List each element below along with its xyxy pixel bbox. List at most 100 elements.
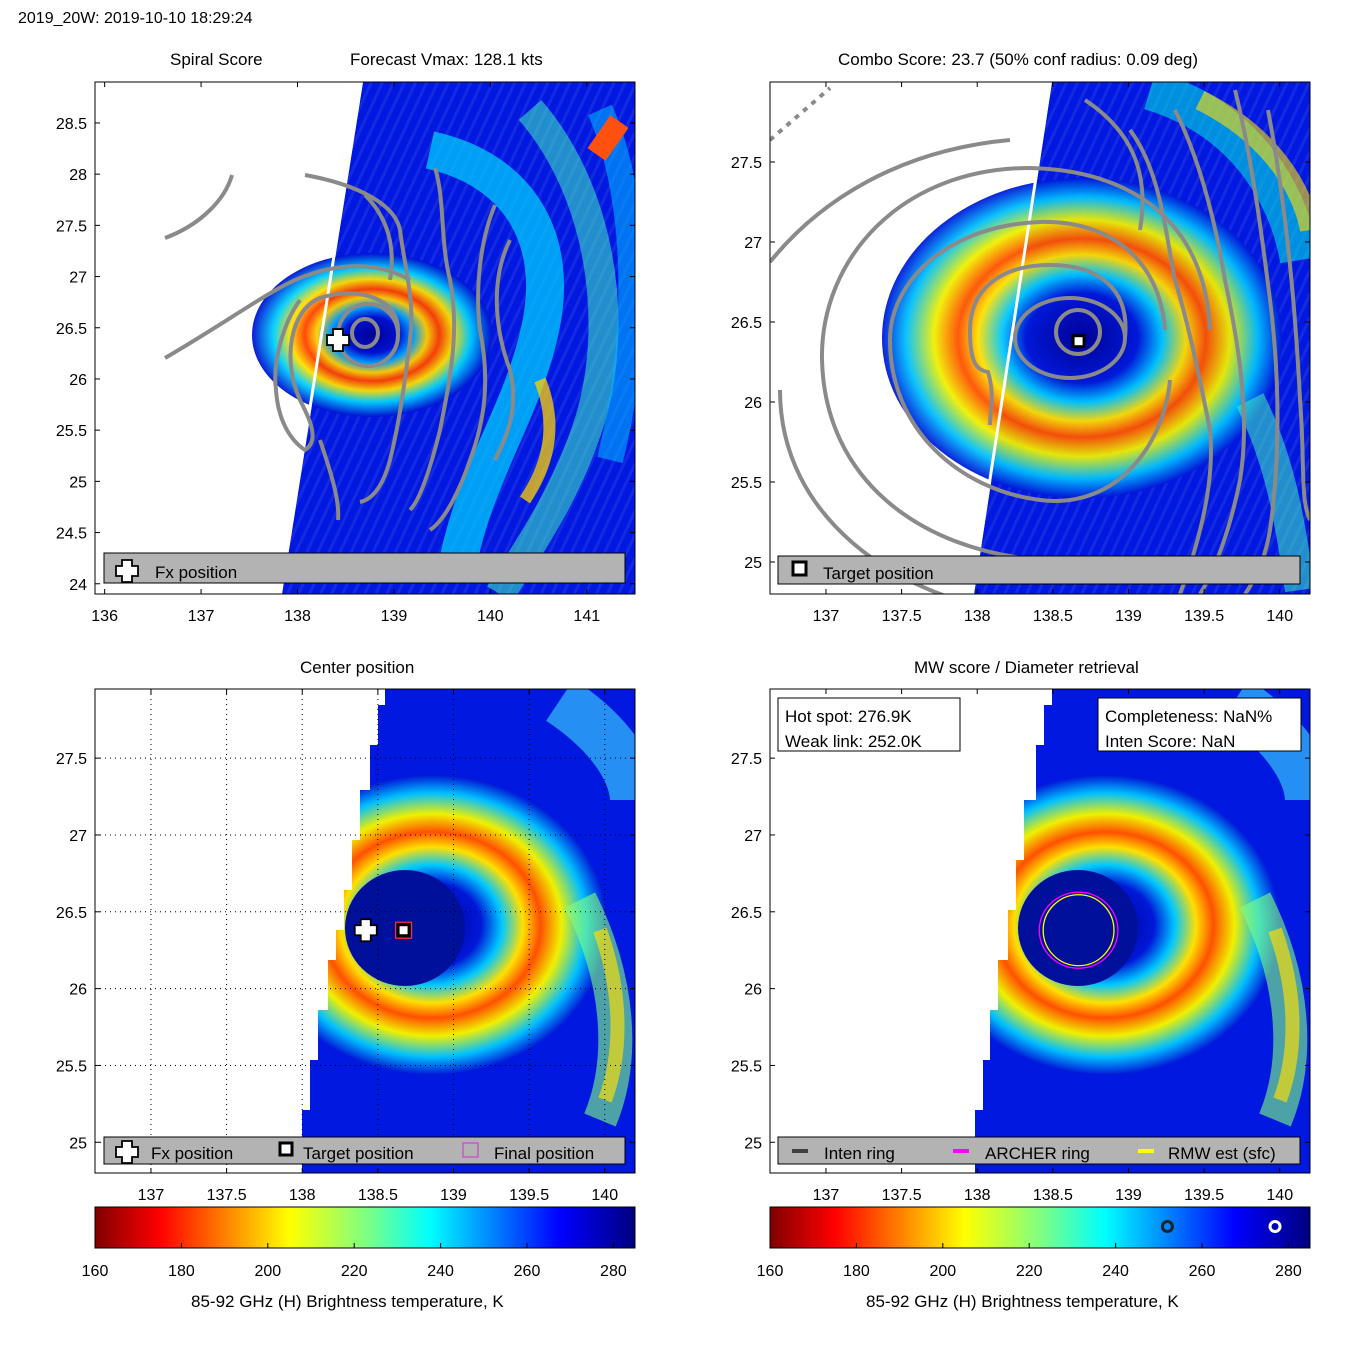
mw-panel: 137 137.5 138 138.5 139 139.5 140 25 25.5 26 26.5 2…	[731, 688, 1311, 1204]
y-tick-label: 27.5	[731, 155, 762, 172]
target-position-marker	[1071, 334, 1086, 349]
center-axes-ticks: 137 137.5 138 138.5 139 139.5 140 25 25.5 26 26.5 2…	[56, 689, 635, 1204]
mw-info-right: Completeness: NaN% Inten Score: NaN	[1097, 697, 1302, 752]
mw-heatmap	[770, 689, 1310, 1173]
final-position-marker	[394, 921, 413, 939]
combo-markers	[1071, 334, 1086, 349]
x-tick-label: 137.5	[882, 608, 922, 625]
mw-axes-ticks: 137 137.5 138 138.5 139 139.5 140 25 25.5 26 26.5 2…	[731, 689, 1310, 1204]
center-legend: Fx position Target position Final positi…	[103, 1136, 626, 1165]
y-tick-label: 27	[69, 828, 87, 845]
y-tick-label: 28.5	[56, 116, 87, 133]
mw-info-left: Hot spot: 276.9K Weak link: 252.0K	[777, 697, 961, 752]
center-legend-label-fx: Fx position	[151, 1144, 233, 1163]
x-tick-label: 141	[573, 608, 600, 625]
y-tick-label: 26	[69, 372, 87, 389]
colorbar-tick-label: 220	[1016, 1263, 1043, 1280]
x-tick-label: 138.5	[358, 1187, 398, 1204]
y-tick-label: 27.5	[56, 751, 87, 768]
spiral-legend-box	[103, 552, 626, 584]
x-tick-label: 137.5	[882, 1187, 922, 1204]
mw-legend-label-inten: Inten ring	[824, 1144, 895, 1163]
y-tick-label: 26.5	[731, 905, 762, 922]
x-tick-label: 138	[964, 1187, 991, 1204]
center-legend-final-icon	[462, 1142, 479, 1158]
center-legend-label-final: Final position	[494, 1144, 594, 1163]
colorbar-tick-label: 240	[427, 1263, 454, 1280]
combo-panel-title: Combo Score: 23.7 (50% conf radius: 0.09…	[838, 50, 1199, 69]
x-tick-label: 137	[813, 608, 840, 625]
target-position-marker	[396, 923, 411, 938]
x-tick-label: 138.5	[1033, 1187, 1073, 1204]
x-tick-label: 138	[289, 1187, 316, 1204]
center-legend-box	[103, 1136, 626, 1165]
colorbar-tick-label: 280	[1275, 1263, 1302, 1280]
spiral-markers	[326, 328, 350, 352]
colorbar-right-gradient	[769, 1206, 1311, 1249]
colorbar-left: 160 180 200 220 240 260 280	[82, 1206, 636, 1280]
fx-position-marker	[326, 328, 350, 352]
spiral-legend-label: Fx position	[155, 563, 237, 582]
x-tick-label: 137	[188, 608, 215, 625]
mw-rings	[1038, 891, 1119, 969]
y-tick-label: 25	[69, 1135, 87, 1152]
x-tick-label: 140	[1266, 608, 1293, 625]
combo-legend-square-icon	[791, 560, 808, 577]
inten-score-text: Inten Score: NaN	[1105, 732, 1235, 751]
x-tick-label: 139	[1115, 608, 1142, 625]
center-markers	[353, 918, 413, 943]
mw-axes-frame	[769, 688, 1311, 1174]
x-tick-label: 139	[381, 608, 408, 625]
spiral-panel-subtitle: Forecast Vmax: 128.1 kts	[350, 50, 543, 69]
y-tick-label: 25.5	[731, 1058, 762, 1075]
y-tick-label: 25.5	[56, 1058, 87, 1075]
y-tick-label: 25.5	[56, 423, 87, 440]
hot-spot-text: Hot spot: 276.9K	[785, 707, 912, 726]
spiral-legend: Fx position	[103, 552, 626, 584]
mw-legend-label-rmw: RMW est (sfc)	[1168, 1144, 1276, 1163]
mw-legend: Inten ring ARCHER ring RMW est (sfc)	[777, 1136, 1301, 1165]
colorbar-left-label: 85-92 GHz (H) Brightness temperature, K	[191, 1292, 504, 1311]
center-legend-plus-icon	[115, 1140, 139, 1164]
colorbar-tick-label: 200	[254, 1263, 281, 1280]
rmw-ring	[1042, 894, 1115, 967]
colorbar-tick-label: 180	[168, 1263, 195, 1280]
y-tick-label: 28	[69, 167, 87, 184]
x-tick-label: 138	[964, 608, 991, 625]
figure-header: 2019_20W: 2019-10-10 18:29:24	[18, 10, 253, 27]
mw-legend-box	[777, 1136, 1301, 1165]
y-tick-label: 25.5	[731, 475, 762, 492]
x-tick-label: 138	[284, 608, 311, 625]
mw-info-left-box	[777, 697, 961, 752]
spiral-contours	[163, 167, 516, 532]
x-tick-label: 137	[138, 1187, 165, 1204]
center-axes-frame	[94, 688, 636, 1174]
weak-link-marker	[1160, 1220, 1174, 1233]
center-legend-label-target: Target position	[303, 1144, 414, 1163]
completeness-text: Completeness: NaN%	[1105, 707, 1272, 726]
colorbar-left-gradient	[94, 1206, 636, 1249]
colorbar-tick-label: 240	[1102, 1263, 1129, 1280]
x-tick-label: 139.5	[1184, 608, 1224, 625]
y-tick-label: 25	[69, 474, 87, 491]
spiral-axes-frame	[94, 81, 636, 595]
y-tick-label: 24	[69, 577, 87, 594]
y-tick-label: 25	[744, 1135, 762, 1152]
combo-axes-frame	[769, 81, 1311, 595]
y-tick-label: 26.5	[56, 905, 87, 922]
center-panel-title: Center position	[300, 658, 415, 677]
mw-legend-label-archer: ARCHER ring	[985, 1144, 1090, 1163]
spiral-legend-plus-icon	[115, 559, 139, 583]
x-tick-label: 140	[477, 608, 504, 625]
mw-info-right-box	[1097, 697, 1302, 752]
y-tick-label: 27	[69, 270, 87, 287]
x-tick-label: 137.5	[207, 1187, 247, 1204]
center-grid	[95, 689, 635, 1173]
combo-contours	[770, 86, 1310, 594]
weak-link-text: Weak link: 252.0K	[785, 732, 922, 751]
colorbar-right-ticks: 160 180 200 220 240 260 280	[757, 1220, 1302, 1280]
colorbar-tick-label: 200	[929, 1263, 956, 1280]
y-tick-label: 25	[744, 555, 762, 572]
y-tick-label: 26	[744, 395, 762, 412]
